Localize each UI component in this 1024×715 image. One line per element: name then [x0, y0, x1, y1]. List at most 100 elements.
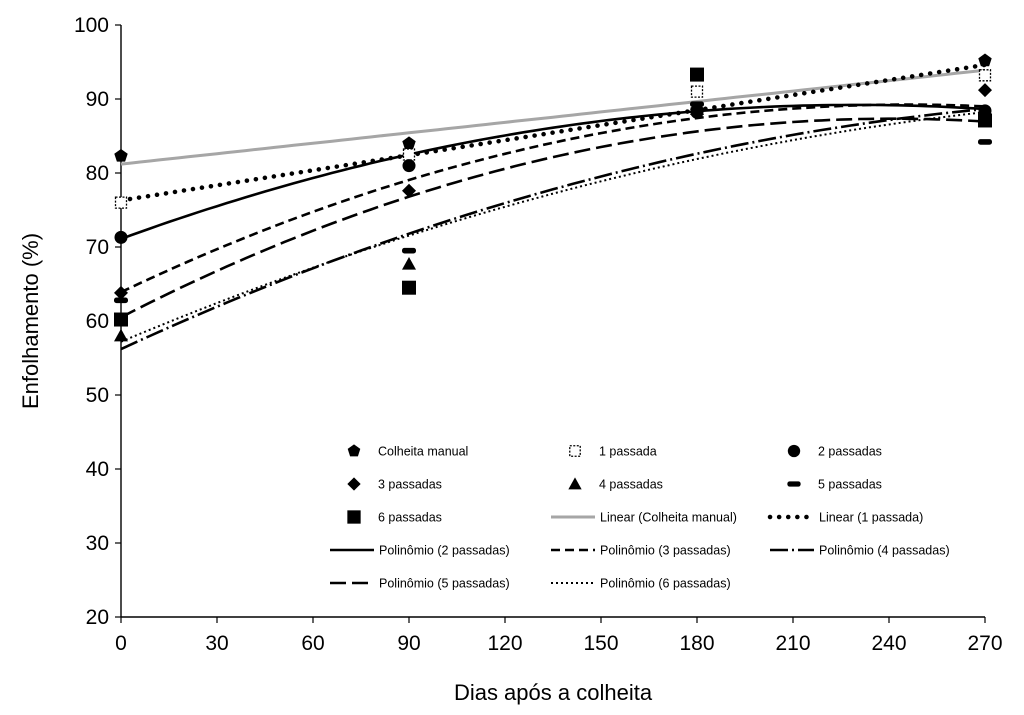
data-point-colheita-manual-shape: [114, 149, 128, 162]
legend-label: Polinômio (5 passadas): [379, 577, 510, 591]
legend-swatch-colheita-manual-shape: [347, 444, 361, 457]
trendline-polinomio-5-passadas: [120, 117, 986, 319]
data-point-4-passadas-shape: [402, 257, 416, 270]
trendlines: [118, 62, 988, 351]
legend-entry-5-passadas: 5 passadas: [787, 478, 882, 492]
x-tick-label: 180: [679, 632, 714, 655]
data-point-colheita-manual: [978, 53, 992, 67]
data-point-5-passadas-shape: [690, 101, 704, 107]
legend-entry-3-passadas: 3 passadas: [347, 477, 442, 492]
data-point-4-passadas: [402, 257, 416, 270]
legend-swatch-1-passada: [569, 445, 581, 457]
data-point-1-passada-shape: [114, 196, 128, 209]
legend-label: Polinômio (2 passadas): [379, 544, 510, 558]
trendline-linear-1-passada: [118, 62, 988, 203]
legend-label: Polinômio (4 passadas): [819, 544, 950, 558]
data-point-1-passada-shape: [690, 85, 704, 98]
legend-entry-polinomio-3-passadas: Polinômio (3 passadas): [551, 544, 731, 558]
legend-entry-linear-colheita-manual: Linear (Colheita manual): [551, 511, 737, 525]
data-point-5-passadas: [402, 247, 416, 254]
legend-label: Linear (Colheita manual): [600, 511, 737, 525]
data-point-2-passadas: [114, 230, 128, 244]
data-point-1-passada-shape: [978, 69, 992, 82]
legend-label: 5 passadas: [818, 478, 882, 492]
data-point-2-passadas: [402, 159, 416, 173]
data-point-4-passadas: [690, 102, 704, 115]
y-tick-label: 40: [86, 458, 109, 481]
x-tick-label: 30: [205, 632, 228, 655]
x-tick-label: 90: [397, 632, 420, 655]
legend-swatch-2-passadas-shape: [787, 444, 801, 458]
data-point-2-passadas-shape: [114, 230, 128, 244]
x-tick-label: 0: [115, 632, 127, 655]
legend-swatch-5-passadas-shape: [787, 481, 801, 487]
legend-label: Linear (1 passada): [819, 511, 923, 525]
legend-swatch-colheita-manual: [347, 444, 361, 457]
data-point-colheita-manual-shape: [978, 53, 992, 67]
data-point-4-passadas-shape: [690, 102, 704, 115]
legend-swatch-6-passadas: [347, 510, 361, 524]
trendline-polinomio-6-passadas: [120, 111, 986, 343]
legend-swatch-5-passadas: [787, 481, 801, 487]
data-point-3-passadas: [402, 183, 416, 198]
data-point-3-passadas-shape: [402, 183, 416, 198]
x-tick-label: 210: [775, 632, 810, 655]
legend-entry-1-passada: 1 passada: [569, 445, 657, 459]
legend-entry-2-passadas: 2 passadas: [787, 444, 882, 459]
data-point-6-passadas: [978, 113, 992, 128]
y-tick-label: 90: [86, 88, 109, 111]
y-tick-label: 70: [86, 236, 109, 259]
data-point-1-passada: [114, 196, 128, 209]
y-tick-label: 80: [86, 162, 109, 185]
y-tick-label: 30: [86, 532, 109, 555]
axes: 0 30 60 90 120 150 180 210 240 270 20 30 40 50 60 70 80…: [18, 14, 1003, 705]
data-point-6-passadas-shape: [690, 67, 704, 82]
y-tick-label: 60: [86, 310, 109, 333]
legend-entry-polinomio-2-passadas: Polinômio (2 passadas): [330, 544, 510, 558]
x-tick-label: 150: [583, 632, 618, 655]
y-tick-label: 50: [86, 384, 109, 407]
legend-entry-4-passadas: 4 passadas: [568, 477, 663, 492]
legend-entry-colheita-manual: Colheita manual: [347, 444, 468, 459]
data-point-4-passadas: [114, 328, 128, 342]
data-point-6-passadas-shape: [114, 312, 128, 327]
legend-swatch-1-passada-shape: [569, 445, 581, 457]
data-point-5-passadas: [690, 101, 704, 107]
data-point-1-passada: [690, 85, 704, 98]
legend-label: 1 passada: [599, 445, 657, 459]
data-point-colheita-manual-shape: [402, 136, 416, 150]
x-axis-title: Dias após a colheita: [454, 680, 653, 705]
y-tick-label: 20: [86, 606, 109, 629]
trendline-polinomio-4-passadas: [120, 107, 986, 351]
data-point-3-passadas-shape: [114, 285, 128, 300]
legend-label: 2 passadas: [818, 445, 882, 459]
legend-entry-polinomio-4-passadas: Polinômio (4 passadas): [770, 544, 950, 558]
data-point-5-passadas-shape: [402, 247, 416, 254]
legend-label: Polinômio (6 passadas): [600, 577, 731, 591]
x-ticks: 0 30 60 90 120 150 180 210 240 270: [115, 617, 1003, 655]
data-point-colheita-manual: [402, 136, 416, 150]
legend-label: 6 passadas: [378, 511, 442, 525]
legend-entry-linear-1-passada: Linear (1 passada): [767, 511, 923, 525]
legend-label: 3 passadas: [378, 478, 442, 492]
legend-swatch-3-passadas: [347, 477, 361, 491]
data-point-6-passadas: [114, 312, 128, 327]
data-point-2-passadas-shape: [402, 159, 416, 173]
legend-entry-polinomio-5-passadas: Polinômio (5 passadas): [330, 577, 510, 591]
legend: Colheita manual 1 passada 2 passadas 3 pass…: [330, 444, 950, 591]
y-tick-label: 100: [74, 14, 109, 37]
data-points: [114, 53, 992, 342]
data-point-1-passada: [402, 148, 416, 161]
data-point-5-passadas-shape: [978, 139, 992, 145]
data-point-6-passadas: [402, 280, 416, 295]
data-point-3-passadas: [978, 83, 992, 98]
legend-swatch-3-passadas-shape: [347, 477, 361, 491]
data-point-6-passadas-shape: [402, 280, 416, 295]
x-tick-label: 240: [871, 632, 906, 655]
data-point-3-passadas: [114, 285, 128, 300]
x-tick-label: 60: [301, 632, 324, 655]
legend-label: Polinômio (3 passadas): [600, 544, 731, 558]
data-point-1-passada-shape: [402, 148, 416, 161]
data-point-4-passadas-shape: [114, 328, 128, 342]
legend-entry-polinomio-6-passadas: Polinômio (6 passadas): [551, 577, 731, 591]
